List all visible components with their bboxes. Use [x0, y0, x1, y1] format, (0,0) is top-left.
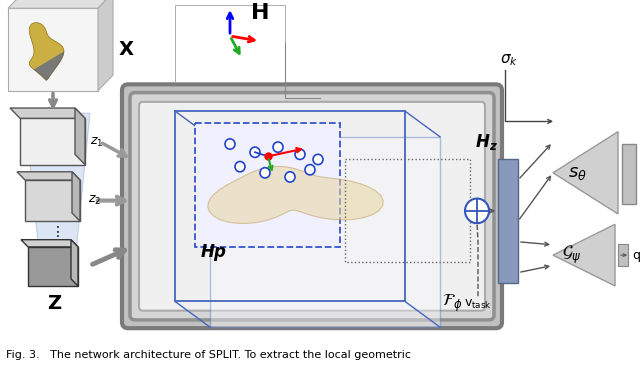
- Text: $\vdots$: $\vdots$: [50, 224, 60, 239]
- Polygon shape: [553, 224, 615, 286]
- Circle shape: [235, 162, 245, 172]
- Circle shape: [285, 172, 295, 182]
- Text: $z_2$: $z_2$: [88, 194, 101, 207]
- Bar: [175, 5, 285, 82]
- Polygon shape: [72, 172, 80, 221]
- Text: quality: quality: [632, 249, 640, 262]
- Text: $\boldsymbol{Hp}$: $\boldsymbol{Hp}$: [200, 242, 227, 263]
- Bar: [498, 159, 518, 283]
- Text: $\sigma_k$: $\sigma_k$: [500, 52, 518, 68]
- Polygon shape: [20, 118, 85, 165]
- Bar: [618, 244, 628, 266]
- Polygon shape: [34, 51, 64, 80]
- Text: $\boldsymbol{H}_{\boldsymbol{z}}$: $\boldsymbol{H}_{\boldsymbol{z}}$: [474, 132, 497, 152]
- Circle shape: [225, 139, 235, 149]
- FancyBboxPatch shape: [139, 102, 485, 311]
- Bar: [195, 124, 340, 247]
- Polygon shape: [29, 23, 64, 80]
- Polygon shape: [17, 172, 80, 180]
- Polygon shape: [208, 166, 383, 224]
- Polygon shape: [8, 8, 98, 90]
- FancyBboxPatch shape: [130, 93, 494, 320]
- Circle shape: [273, 142, 283, 152]
- Polygon shape: [8, 0, 113, 8]
- Circle shape: [305, 165, 315, 175]
- Text: Fig. 3.   The network architecture of SPLIT. To extract the local geometric: Fig. 3. The network architecture of SPLI…: [6, 350, 412, 360]
- Polygon shape: [28, 247, 78, 286]
- Circle shape: [313, 154, 323, 165]
- Circle shape: [260, 168, 270, 178]
- Text: $\mathrm{v_{task}}$: $\mathrm{v_{task}}$: [464, 298, 492, 311]
- Polygon shape: [71, 240, 78, 286]
- Text: $\mathcal{F}_\phi$: $\mathcal{F}_\phi$: [442, 293, 462, 314]
- Polygon shape: [21, 240, 78, 247]
- Bar: [345, 159, 470, 262]
- Polygon shape: [553, 132, 618, 214]
- Polygon shape: [75, 108, 85, 165]
- Circle shape: [295, 149, 305, 159]
- Polygon shape: [25, 113, 90, 262]
- Text: $\mathcal{G}_\psi$: $\mathcal{G}_\psi$: [562, 244, 582, 266]
- Text: $\boldsymbol{s_\theta}$: $\boldsymbol{s_\theta}$: [568, 164, 587, 182]
- Polygon shape: [10, 108, 85, 118]
- Text: $\mathbf{Z}$: $\mathbf{Z}$: [47, 294, 63, 313]
- Text: $\mathbf{X}$: $\mathbf{X}$: [118, 40, 134, 59]
- Circle shape: [465, 199, 489, 223]
- Polygon shape: [210, 137, 440, 327]
- Text: $z_1$: $z_1$: [90, 135, 103, 148]
- Circle shape: [250, 147, 260, 158]
- Polygon shape: [98, 0, 113, 90]
- Bar: [622, 144, 636, 204]
- FancyBboxPatch shape: [122, 85, 502, 328]
- Polygon shape: [25, 180, 80, 221]
- Text: $\mathbf{H}$: $\mathbf{H}$: [250, 3, 269, 23]
